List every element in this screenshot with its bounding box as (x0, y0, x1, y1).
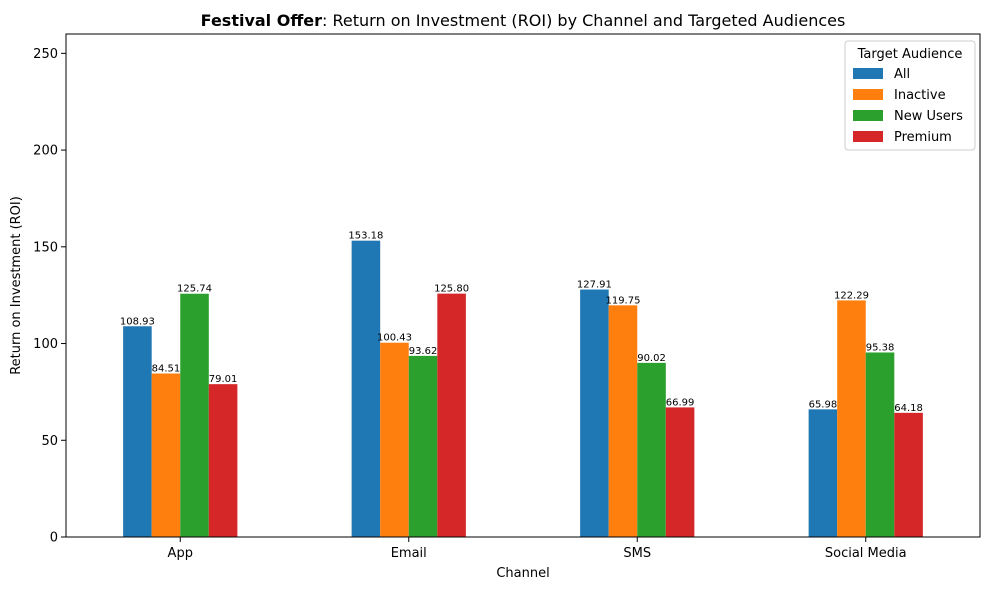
data-label-sms-inactive: 119.75 (605, 295, 640, 306)
y-tick-label-250: 250 (33, 47, 58, 62)
bar-social-media-all (808, 409, 838, 537)
data-label-app-all: 108.93 (120, 316, 155, 327)
legend: Target Audience All Inactive New Users Prem… (844, 40, 976, 151)
data-label-social-media-premium: 64.18 (894, 403, 923, 414)
y-tick-label-50: 50 (41, 434, 58, 449)
bar-email-all (351, 240, 381, 537)
bar-sms-inactive (608, 305, 638, 537)
y-tick-label-200: 200 (33, 144, 58, 159)
legend-label-all: All (894, 67, 910, 82)
data-label-sms-all: 127.91 (577, 280, 612, 291)
y-axis-label: Return on Investment (ROI) (9, 196, 24, 375)
chart-title-bold: Festival Offer (201, 11, 322, 30)
bar-social-media-new-users (865, 352, 895, 537)
data-label-email-new-users: 93.62 (409, 346, 438, 357)
legend-swatch-new-users (853, 110, 883, 121)
legend-label-premium: Premium (894, 130, 952, 145)
bar-sms-premium (665, 407, 695, 537)
plot-frame (65, 33, 981, 538)
bar-email-inactive (380, 342, 409, 537)
bar-sms-all (580, 289, 609, 537)
chart-title: Festival Offer: Return on Investment (RO… (201, 11, 846, 30)
data-label-email-premium: 125.80 (434, 284, 469, 295)
x-tick-label-app: App (168, 546, 193, 561)
data-label-social-media-all: 65.98 (809, 399, 838, 410)
x-tick-label-email: Email (391, 546, 427, 561)
axes: App Email SMS Social Media 0 50 100 150 200 250 (33, 47, 906, 561)
y-tick-label-0: 0 (50, 531, 58, 546)
legend-swatch-inactive (853, 89, 883, 100)
y-tick-label-150: 150 (33, 240, 58, 255)
legend-title: Target Audience (857, 47, 963, 62)
legend-swatch-all (853, 68, 883, 79)
y-tick-label-100: 100 (33, 337, 58, 352)
x-tick-label-social-media: Social Media (825, 546, 907, 561)
data-label-email-inactive: 100.43 (377, 333, 412, 344)
data-label-sms-premium: 66.99 (666, 397, 695, 408)
chart-title-rest: : Return on Investment (ROI) by Channel … (322, 11, 845, 30)
data-label-sms-new-users: 90.02 (637, 353, 666, 364)
x-tick-label-sms: SMS (623, 546, 651, 561)
bar-social-media-premium (894, 412, 923, 537)
bar-app-all (123, 326, 152, 537)
x-axis-label: Channel (496, 566, 549, 581)
bar-app-new-users (180, 293, 209, 537)
bar-sms-new-users (637, 362, 666, 537)
data-label-app-premium: 79.01 (209, 374, 238, 385)
data-label-app-new-users: 125.74 (177, 284, 212, 295)
bar-email-new-users (408, 355, 438, 537)
data-label-social-media-inactive: 122.29 (834, 290, 869, 301)
plot-area: 108.93 84.51 125.74 79.01 153.18 100.43 93.62 1… (120, 231, 923, 537)
data-label-social-media-new-users: 95.38 (866, 342, 895, 353)
data-label-email-all: 153.18 (348, 231, 383, 242)
legend-swatch-premium (853, 131, 883, 142)
data-label-app-inactive: 84.51 (152, 364, 181, 375)
bar-app-inactive (151, 373, 181, 537)
legend-label-new-users: New Users (894, 109, 963, 124)
bar-app-premium (208, 384, 238, 537)
bar-social-media-inactive (837, 300, 866, 537)
legend-label-inactive: Inactive (894, 88, 946, 103)
bar-email-premium (437, 293, 466, 537)
